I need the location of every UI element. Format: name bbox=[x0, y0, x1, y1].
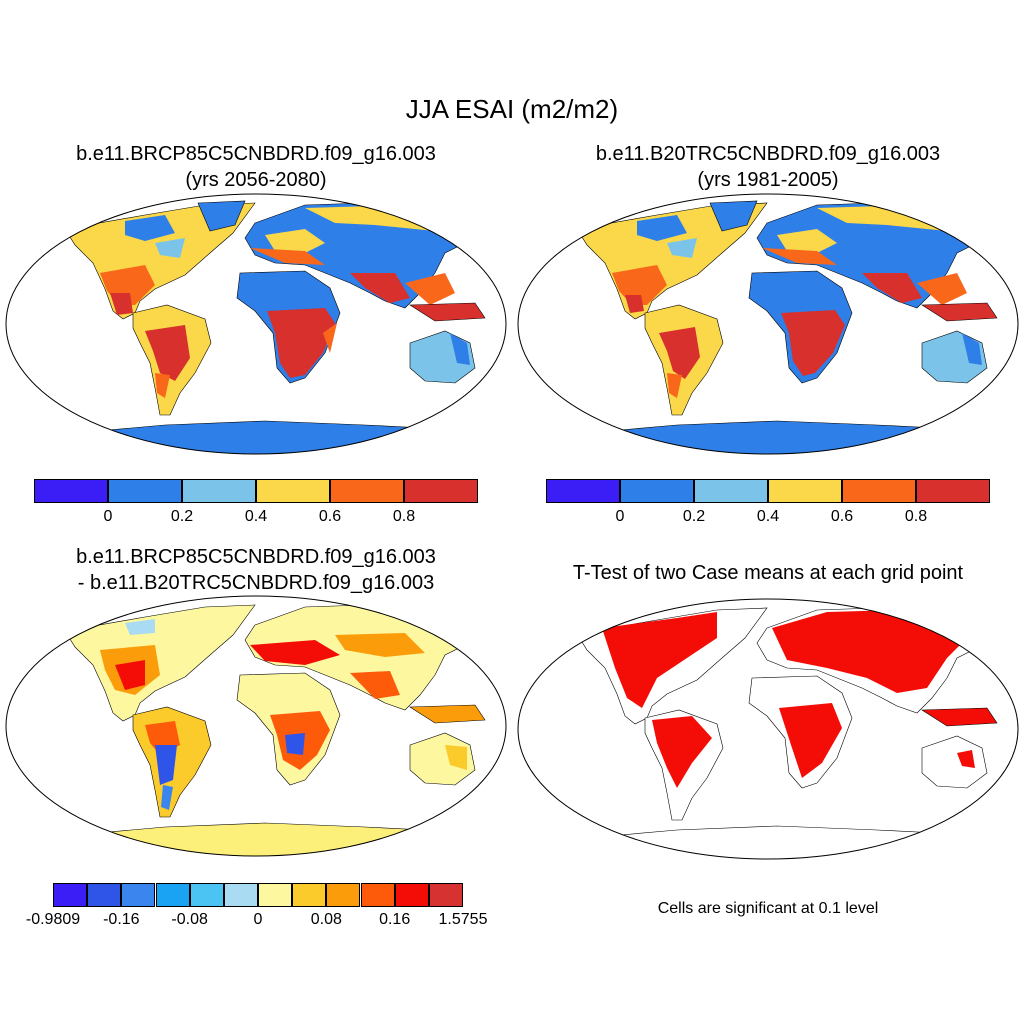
map-border bbox=[517, 193, 1019, 455]
colorbar-box bbox=[258, 883, 293, 907]
colorbar-tick-label: 1.5755 bbox=[438, 911, 488, 928]
colorbar-box bbox=[842, 479, 916, 503]
australia bbox=[921, 330, 988, 384]
map-border bbox=[5, 595, 507, 857]
colorbar-tick-label: -0.16 bbox=[103, 911, 140, 928]
north-america bbox=[576, 607, 768, 725]
colorbar-tick-label: -0.9809 bbox=[25, 911, 81, 928]
colorbar-box bbox=[34, 479, 108, 503]
map-rcp85 bbox=[5, 193, 507, 455]
map-border bbox=[5, 193, 507, 455]
panel-1-title: b.e11.BRCP85C5CNBDRD.f09_g16.003 (yrs 20… bbox=[0, 141, 512, 193]
colorbar-box bbox=[121, 883, 156, 907]
colorbar-tick-label: 0.8 bbox=[904, 508, 928, 525]
panel-1-title-line2: (yrs 2056-2080) bbox=[185, 169, 327, 191]
panel-2-title-line1: b.e11.B20TRC5CNBDRD.f09_g16.003 bbox=[595, 143, 941, 165]
colorbar-tick-label: 0 bbox=[103, 508, 113, 525]
map-historical bbox=[517, 193, 1019, 455]
colorbar-difference bbox=[53, 883, 463, 907]
panel-4-title: T-Test of two Case means at each grid po… bbox=[512, 560, 1024, 586]
map-difference bbox=[5, 595, 507, 857]
map-significance bbox=[517, 598, 1019, 860]
colorbar-historical bbox=[546, 479, 990, 503]
colorbar-box bbox=[182, 479, 256, 503]
north-america bbox=[576, 200, 768, 320]
colorbar-box bbox=[694, 479, 768, 503]
south-america bbox=[644, 709, 724, 821]
africa bbox=[236, 672, 341, 786]
colorbar-tick-label: -0.08 bbox=[171, 911, 208, 928]
panel-1-title-line1: b.e11.BRCP85C5CNBDRD.f09_g16.003 bbox=[76, 143, 436, 165]
colorbar-tick-label: 0.6 bbox=[318, 508, 342, 525]
colorbar-box bbox=[916, 479, 990, 503]
colorbar-box bbox=[108, 479, 182, 503]
colorbar-box bbox=[546, 479, 620, 503]
colorbar-box bbox=[768, 479, 842, 503]
colorbar-tick-label: 0 bbox=[615, 508, 625, 525]
africa bbox=[748, 270, 853, 384]
panel-4-title-line1: T-Test of two Case means at each grid po… bbox=[572, 562, 964, 584]
map-border bbox=[517, 598, 1019, 860]
eurasia bbox=[756, 607, 998, 727]
panel-3-title-line2: - b.e11.B20TRC5CNBDRD.f09_g16.003 bbox=[77, 572, 435, 594]
panel-3-title: b.e11.BRCP85C5CNBDRD.f09_g16.003 - b.e11… bbox=[0, 544, 512, 596]
south-america bbox=[132, 706, 212, 818]
australia bbox=[921, 735, 988, 789]
colorbar-box bbox=[428, 883, 463, 907]
colorbar-tick-label: 0.4 bbox=[756, 508, 780, 525]
colorbar-box bbox=[223, 883, 258, 907]
colorbar-box bbox=[394, 883, 429, 907]
panel-3-title-line1: b.e11.BRCP85C5CNBDRD.f09_g16.003 bbox=[76, 546, 436, 568]
colorbar-box bbox=[326, 883, 361, 907]
south-america bbox=[132, 304, 212, 416]
colorbar-box bbox=[256, 479, 330, 503]
north-america bbox=[64, 604, 256, 722]
africa bbox=[748, 675, 853, 789]
colorbar-box bbox=[620, 479, 694, 503]
colorbar-box bbox=[53, 883, 88, 907]
colorbar-tick-label: 0.8 bbox=[392, 508, 416, 525]
colorbar-rcp85 bbox=[34, 479, 478, 503]
australia bbox=[409, 732, 476, 786]
significance-note: Cells are significant at 0.1 level bbox=[657, 900, 879, 917]
eurasia bbox=[244, 604, 486, 724]
colorbar-tick-label: 0.08 bbox=[310, 911, 342, 928]
colorbar-tick-label: 0 bbox=[253, 911, 263, 928]
colorbar-box bbox=[330, 479, 404, 503]
colorbar-box bbox=[189, 883, 224, 907]
colorbar-box bbox=[87, 883, 122, 907]
colorbar-tick-label: 0.6 bbox=[830, 508, 854, 525]
south-america bbox=[644, 304, 724, 416]
colorbar-box bbox=[292, 883, 327, 907]
australia bbox=[409, 330, 476, 384]
colorbar-tick-label: 0.16 bbox=[379, 911, 411, 928]
colorbar-tick-label: 0.2 bbox=[682, 508, 706, 525]
figure-title: JJA ESAI (m2/m2) bbox=[405, 94, 619, 124]
panel-2-title-line2: (yrs 1981-2005) bbox=[697, 169, 839, 191]
colorbar-box bbox=[404, 479, 478, 503]
colorbar-tick-label: 0.2 bbox=[170, 508, 194, 525]
africa bbox=[236, 270, 341, 384]
colorbar-box bbox=[155, 883, 190, 907]
colorbar-tick-label: 0.4 bbox=[244, 508, 268, 525]
panel-2-title: b.e11.B20TRC5CNBDRD.f09_g16.003 (yrs 198… bbox=[512, 141, 1024, 193]
colorbar-box bbox=[360, 883, 395, 907]
north-america bbox=[64, 200, 256, 320]
eurasia bbox=[756, 202, 998, 322]
